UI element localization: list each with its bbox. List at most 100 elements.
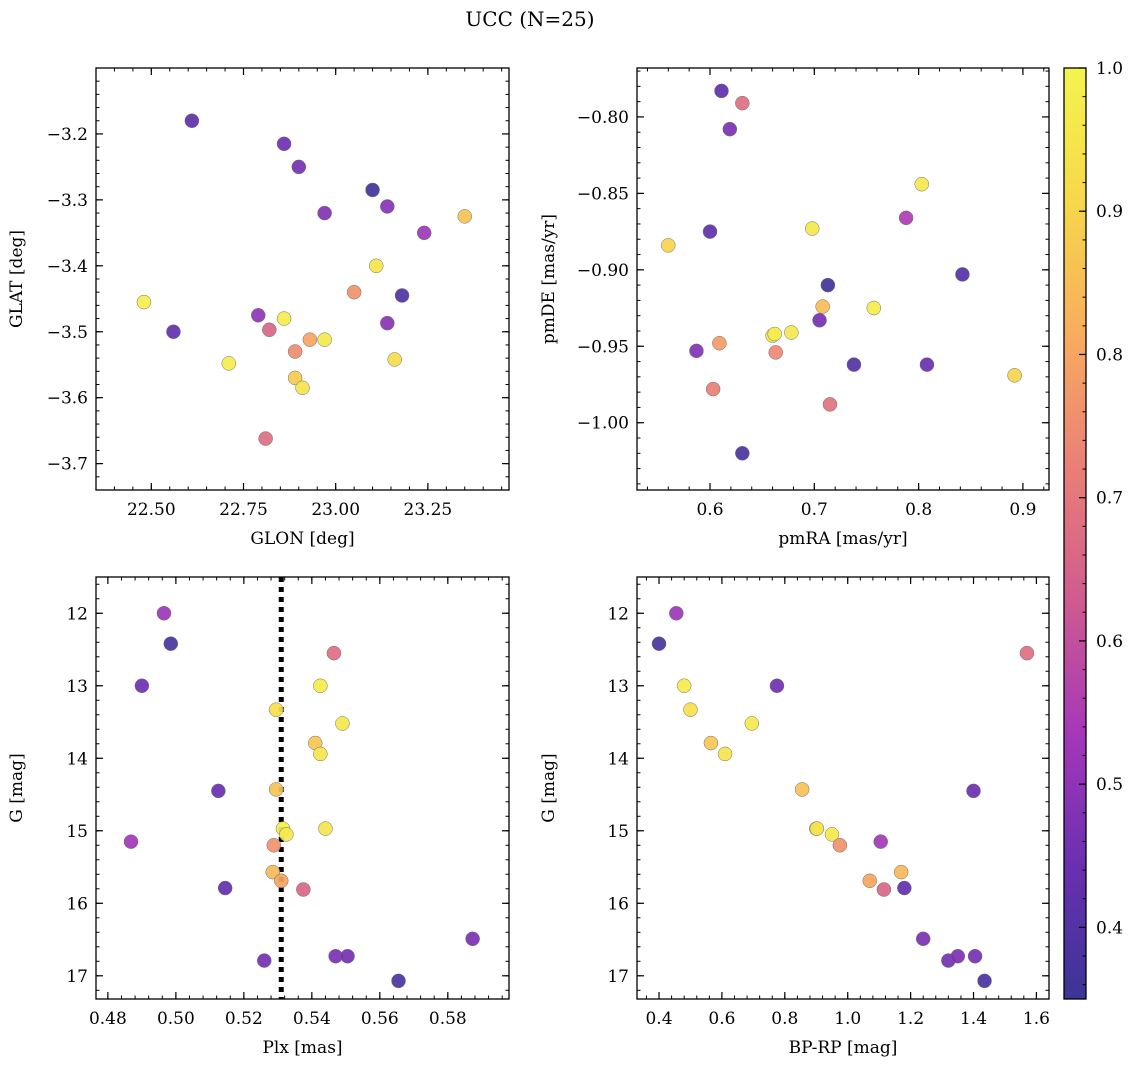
y-tick-label: −0.95: [577, 337, 629, 357]
y-tick-label: −1.00: [577, 414, 629, 434]
scatter-point: [651, 636, 667, 651]
scatter-point: [702, 224, 718, 239]
scatter-point: [134, 678, 150, 694]
scatter-point: [313, 746, 328, 762]
scatter-point: [820, 277, 836, 293]
x-tick-label: 0.8: [771, 1009, 798, 1029]
plot-frame: [95, 67, 510, 491]
pm-panel: 0.6 0.7 0.8 0.9 −0.80 −0.85 −0.90 −0.95 −1.00 pmR…: [539, 67, 1050, 549]
scatter-point: [804, 221, 820, 236]
scatter-point: [457, 209, 472, 224]
scatter-point: [365, 182, 380, 198]
scatter-point: [919, 357, 935, 372]
y-tick-label: −0.85: [577, 184, 629, 204]
scatter-point: [369, 258, 384, 274]
y-tick-label: 16: [607, 894, 629, 914]
y-tick-label: −3.5: [47, 323, 88, 343]
glon-glat-panel: 22.50 22.75 23.00 23.25 −3.2 −3.3 −3.4 −3.5 −3.6…: [7, 67, 510, 549]
scatter-point: [394, 288, 410, 303]
scatter-point: [268, 702, 284, 717]
x-axis-label: pmRA [mas/yr]: [778, 529, 907, 549]
scatter-point: [897, 880, 912, 896]
scatter-point: [794, 782, 810, 797]
y-tick-label: 13: [607, 677, 629, 697]
x-tick-label: 0.52: [225, 1009, 263, 1029]
scatter-point: [735, 446, 750, 461]
scatter-point: [295, 380, 310, 396]
scatter-point: [287, 370, 303, 386]
scatter-point: [340, 948, 355, 964]
colorbar-tick-label: 0.9: [1096, 202, 1123, 222]
scatter-point: [898, 210, 914, 226]
colorbar-tick-label: 0.6: [1096, 632, 1123, 652]
scatter-point: [291, 159, 307, 175]
scatter-point: [714, 83, 729, 99]
scatter-point: [279, 827, 294, 842]
scatter-point: [251, 308, 266, 323]
y-tick-label: −3.2: [47, 125, 88, 145]
y-tick-label: −3.6: [47, 389, 88, 409]
y-tick-label: 16: [66, 894, 88, 914]
scatter-point: [262, 322, 277, 338]
scatter-point: [221, 356, 236, 371]
scatter-point: [846, 357, 862, 372]
y-tick-label: 17: [66, 967, 88, 987]
scatter-point: [832, 838, 848, 853]
scatter-point: [163, 636, 179, 651]
colorbar-gradient: [1064, 68, 1086, 999]
scatter-point: [768, 345, 783, 360]
scatter-point: [380, 315, 395, 331]
scatter-point: [391, 973, 406, 989]
x-tick-label: 1.2: [897, 1009, 924, 1029]
scatter-point: [824, 827, 840, 842]
scatter-point: [689, 343, 704, 359]
x-tick-label: 22.50: [127, 500, 176, 520]
scatter-point: [705, 381, 721, 397]
y-axis-label: G [mag]: [539, 753, 559, 822]
scatter-point: [784, 325, 799, 340]
y-tick-label: 12: [66, 604, 88, 624]
y-tick-label: 17: [607, 967, 629, 987]
scatter-point: [703, 735, 719, 751]
scatter-point: [712, 335, 727, 351]
scatter-point: [387, 352, 402, 367]
x-tick-label: 0.58: [429, 1009, 467, 1029]
scatter-point: [380, 199, 395, 214]
scatter-point: [302, 332, 318, 347]
plot-frame: [636, 576, 1050, 1000]
scatter-point: [266, 838, 282, 853]
scatter-point: [211, 783, 226, 799]
scatter-point: [276, 311, 292, 326]
y-tick-label: −0.80: [577, 108, 629, 128]
cmd-panel: 0.4 0.6 0.8 1.0 1.2 1.4 1.6 12 13 14 15 16 17 BP-RP […: [539, 576, 1050, 1058]
scatter-panels: 22.50 22.75 23.00 23.25 −3.2 −3.3 −3.4 −3.5 −3.6…: [7, 67, 1050, 1058]
scatter-point: [287, 344, 303, 359]
colorbar-tick-label: 0.4: [1096, 918, 1123, 938]
colorbar: 0.4 0.5 0.6 0.7 0.8 0.9 1.0: [1063, 59, 1123, 1000]
x-tick-label: 0.50: [157, 1009, 195, 1029]
scatter-point: [346, 284, 362, 300]
scatter-point: [123, 834, 139, 849]
y-tick-label: −0.90: [577, 261, 629, 281]
scatter-point: [465, 931, 480, 947]
scatter-point: [296, 882, 311, 897]
scatter-point: [661, 238, 676, 253]
y-tick-label: 14: [66, 749, 88, 769]
y-tick-label: 15: [607, 822, 629, 842]
scatter-point: [914, 176, 929, 192]
y-tick-label: −3.7: [47, 455, 88, 475]
scatter-point: [735, 95, 750, 111]
x-tick-label: 0.8: [905, 500, 932, 520]
scatter-point: [1007, 368, 1022, 383]
scatter-point: [184, 113, 200, 128]
x-tick-label: 0.6: [696, 500, 723, 520]
scatter-point: [136, 294, 152, 310]
scatter-point: [217, 880, 233, 896]
x-tick-label: 0.9: [1009, 500, 1036, 520]
scatter-point: [966, 783, 981, 799]
x-tick-label: 1.4: [960, 1009, 987, 1029]
scatter-point: [815, 299, 830, 314]
scatter-point: [317, 332, 332, 347]
scatter-point: [683, 702, 698, 717]
scatter-point: [862, 873, 877, 889]
